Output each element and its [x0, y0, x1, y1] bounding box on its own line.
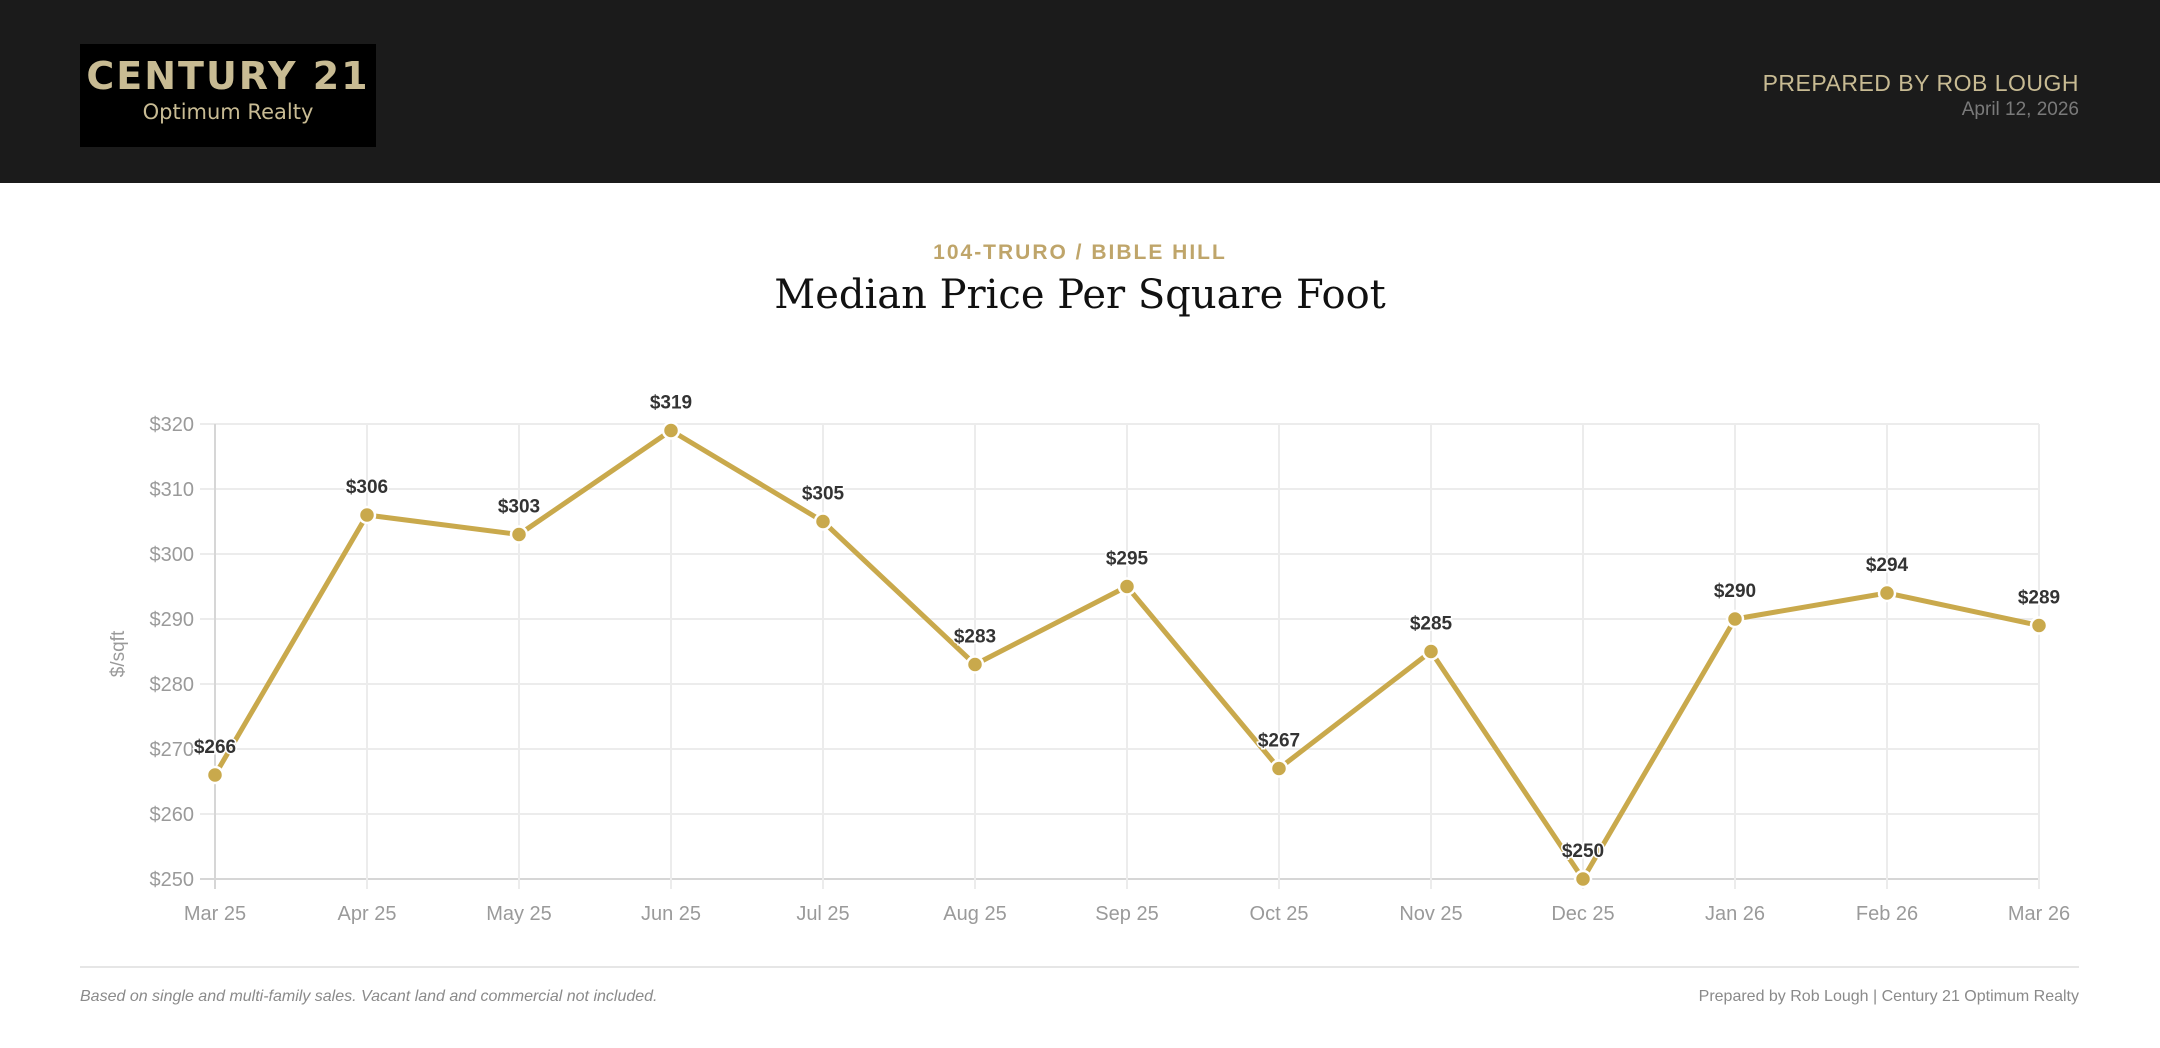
- data-label: $295: [1106, 549, 1149, 570]
- x-tick-label: Mar 25: [184, 903, 246, 925]
- data-point: [1269, 759, 1289, 778]
- y-tick-label: $310: [150, 479, 195, 501]
- y-tick-label: $300: [150, 544, 195, 566]
- y-tick-label: $290: [150, 609, 195, 631]
- x-tick-label: Sep 25: [1095, 903, 1158, 925]
- data-point: [813, 512, 833, 531]
- logo-text: CENTURY 21: [86, 54, 370, 98]
- report-date: April 12, 2026: [1961, 99, 2079, 120]
- chart-title: Median Price Per Square Foot: [774, 272, 1386, 318]
- line-chart: $250 $260 $270 $280 $290 $300 $310 $320 Mar 25 Ap…: [108, 391, 2070, 925]
- x-tick-label: Jan 26: [1705, 903, 1765, 925]
- x-tick-label: Aug 25: [943, 903, 1006, 925]
- data-label: $306: [346, 477, 388, 498]
- data-point: [1725, 609, 1745, 629]
- data-label: $250: [1562, 841, 1604, 862]
- footer-divider: [80, 966, 2079, 968]
- y-tick-label: $270: [150, 739, 195, 761]
- report-header: CENTURY 21 Optimum Realty PREPARED BY RO…: [0, 0, 2160, 183]
- chart-subtitle: 104-TRURO / BIBLE HILL: [933, 241, 1227, 264]
- data-label: $294: [1866, 555, 1909, 576]
- data-label: $267: [1258, 731, 1300, 752]
- prepared-by-block: PREPARED BY ROB LOUGH April 12, 2026: [1763, 70, 2079, 121]
- logo-subtext: Optimum Realty: [142, 100, 314, 124]
- y-tick-label: $320: [150, 414, 195, 436]
- data-point: [205, 765, 225, 785]
- data-point: [1117, 577, 1137, 596]
- data-point: [1877, 583, 1897, 603]
- y-tick-label: $280: [150, 674, 195, 696]
- century21-logo: CENTURY 21 Optimum Realty: [80, 44, 376, 147]
- x-tick-label: Jun 25: [641, 903, 701, 925]
- data-point: [2029, 616, 2049, 635]
- prepared-by: PREPARED BY ROB LOUGH: [1762, 70, 2079, 96]
- footer-credit: Prepared by Rob Lough | Century 21 Optim…: [1698, 988, 2079, 1005]
- data-point: [965, 655, 985, 674]
- footnote: Based on single and multi-family sales. …: [80, 988, 658, 1005]
- x-tick-label: Oct 25: [1250, 903, 1309, 925]
- data-label: $290: [1714, 581, 1756, 602]
- y-tick-label: $260: [150, 804, 195, 826]
- data-label: $289: [2018, 588, 2060, 609]
- data-label: $303: [498, 497, 540, 518]
- data-label: $283: [954, 627, 996, 648]
- x-tick-label: May 25: [486, 903, 552, 925]
- y-tick-label: $250: [150, 869, 195, 891]
- data-point: [661, 421, 681, 440]
- y-axis-label: $/sqft: [108, 630, 129, 677]
- x-tick-label: Mar 26: [2008, 903, 2070, 925]
- x-tick-label: Apr 25: [338, 903, 397, 925]
- data-point: [1421, 642, 1441, 661]
- data-label: $305: [802, 484, 845, 505]
- x-tick-label: Feb 26: [1856, 903, 1918, 925]
- data-point: [509, 525, 529, 544]
- data-label: $319: [650, 393, 692, 414]
- data-label: $266: [194, 737, 236, 758]
- x-tick-label: Jul 25: [796, 903, 849, 925]
- x-tick-label: Dec 25: [1551, 903, 1614, 925]
- data-point: [1573, 869, 1593, 889]
- data-point: [357, 505, 377, 525]
- data-label: $285: [1410, 614, 1453, 635]
- x-tick-label: Nov 25: [1399, 903, 1462, 925]
